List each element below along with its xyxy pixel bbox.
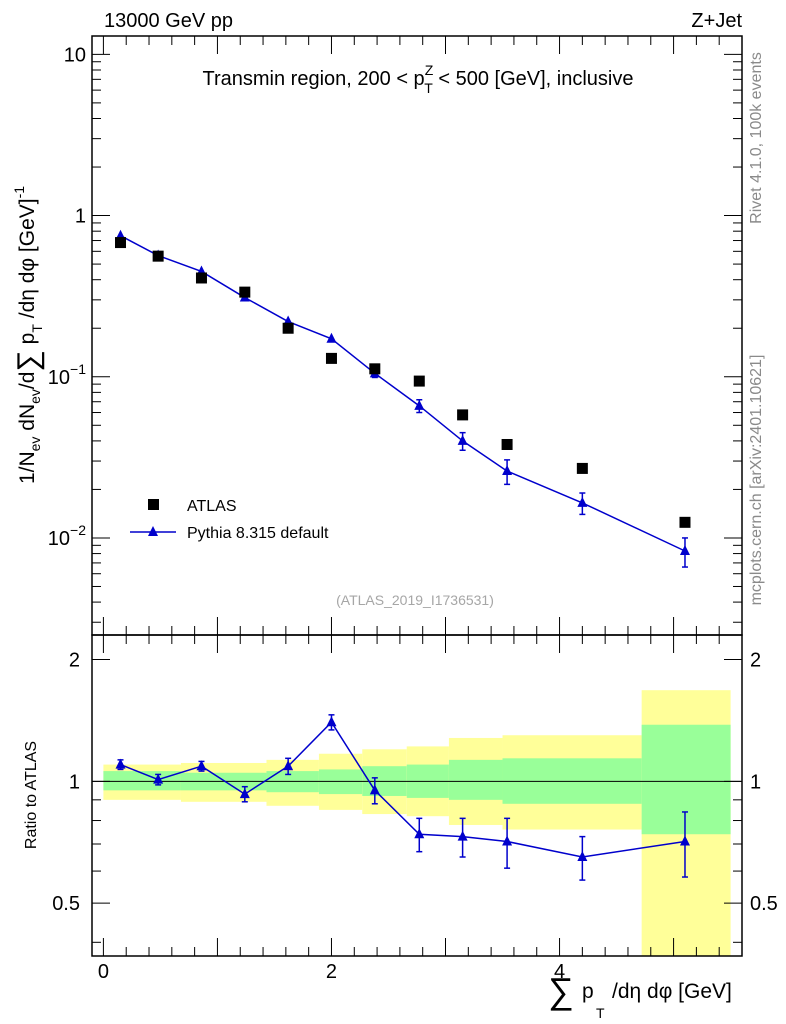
- atlas-point: [325, 352, 337, 364]
- y-tick-label: 10−2: [48, 522, 86, 550]
- atlas-point: [282, 322, 294, 334]
- ratio-point: [283, 760, 294, 771]
- ratio-y-tick-label: 0.5: [52, 893, 80, 915]
- ratio-point: [153, 773, 164, 784]
- legend-mc-marker: [148, 526, 158, 536]
- main-ylabel: 1/Nev dNev/d∑ pT /dη dφ [GeV]-1: [11, 186, 45, 484]
- mc-point: [679, 544, 690, 555]
- main-title: Transmin region, 200 < pZ T < 500 [GeV], …: [203, 62, 634, 96]
- mcplots-label: mcplots.cern.ch [arXiv:2401.10621]: [748, 355, 765, 606]
- ratio-point: [369, 784, 380, 795]
- x-tick-label: 4: [554, 961, 565, 983]
- ratio-y-tick-label: 2: [69, 650, 80, 672]
- mc-point: [457, 434, 468, 445]
- svg-text:p: p: [582, 980, 594, 1003]
- mc-point: [414, 399, 425, 410]
- ratio-point: [679, 835, 690, 846]
- ratio-frame: [91, 634, 743, 957]
- atlas-point: [239, 286, 251, 298]
- analysis-id: (ATLAS_2019_I1736531): [336, 592, 494, 608]
- x-tick-label: 0: [98, 961, 109, 983]
- ratio-y-tick-label: 0.5: [750, 893, 778, 915]
- ratio-point: [326, 716, 337, 727]
- uncertainty-band-inner: [448, 759, 503, 800]
- mc-line: [120, 235, 686, 552]
- svg-text:T: T: [596, 1005, 605, 1021]
- ratio-y-tick-label: 1: [69, 771, 80, 793]
- y-tick-label: 10−1: [48, 361, 86, 389]
- legend-atlas-marker: [148, 499, 159, 510]
- ratio-y-tick-label: 1: [750, 771, 761, 793]
- mc-point: [326, 332, 337, 343]
- mc-point: [577, 496, 588, 507]
- atlas-point: [195, 272, 207, 284]
- svg-text:1/Nev dNev/d∑ pT /dη dφ [GeV]: 1/Nev dNev/d∑ pT /dη dφ [GeV]-1: [11, 186, 45, 484]
- atlas-point: [152, 250, 164, 262]
- header-right: Z+Jet: [691, 10, 742, 32]
- ratio-point: [502, 835, 513, 846]
- svg-text:∑: ∑: [548, 970, 574, 1011]
- ratio-y-tick-label: 2: [750, 650, 761, 672]
- atlas-point: [413, 375, 425, 387]
- ratio-panel: 0.5 0.5 1 1 2 2 0 2 4 Ratio to ATLAS ∑ p T /dη d…: [23, 635, 778, 1021]
- main-panel: Transmin region, 200 < pZ T < 500 [GeV], …: [11, 36, 742, 635]
- rivet-label: Rivet 4.1.0, 100k events: [748, 52, 765, 224]
- legend-mc-label: Pythia 8.315 default: [187, 525, 329, 542]
- atlas-point: [576, 462, 588, 474]
- ratio-ylabel: Ratio to ATLAS: [23, 741, 40, 849]
- main-frame: [91, 35, 743, 636]
- header-left: 13000 GeV pp: [104, 10, 233, 32]
- ratio-xlabel: ∑ p T /dη dφ [GeV]: [548, 970, 732, 1021]
- y-tick-label: 1: [75, 206, 86, 228]
- atlas-point: [501, 438, 513, 450]
- y-tick-label: 10: [64, 44, 86, 66]
- ratio-point: [115, 758, 126, 769]
- atlas-point: [369, 363, 381, 375]
- ratio-point: [196, 760, 207, 771]
- x-tick-label: 2: [326, 961, 337, 983]
- mc-point: [502, 465, 513, 476]
- uncertainty-band-inner: [103, 771, 181, 791]
- ratio-point: [577, 851, 588, 862]
- ratio-point: [414, 828, 425, 839]
- atlas-point: [679, 516, 691, 528]
- uncertainty-band-inner: [641, 724, 731, 835]
- ratio-line: [120, 721, 686, 858]
- legend-atlas-label: ATLAS: [187, 498, 237, 515]
- ratio-point: [457, 830, 468, 841]
- legend: ATLAS Pythia 8.315 default: [130, 498, 329, 542]
- atlas-point: [115, 237, 127, 249]
- ratio-point: [239, 788, 250, 799]
- svg-text:/dη dφ [GeV]: /dη dφ [GeV]: [612, 980, 732, 1003]
- atlas-point: [457, 409, 469, 421]
